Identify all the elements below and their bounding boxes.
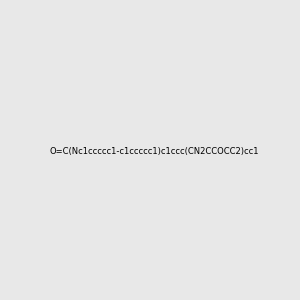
Text: O=C(Nc1ccccc1-c1ccccc1)c1ccc(CN2CCOCC2)cc1: O=C(Nc1ccccc1-c1ccccc1)c1ccc(CN2CCOCC2)c… (49, 147, 259, 156)
